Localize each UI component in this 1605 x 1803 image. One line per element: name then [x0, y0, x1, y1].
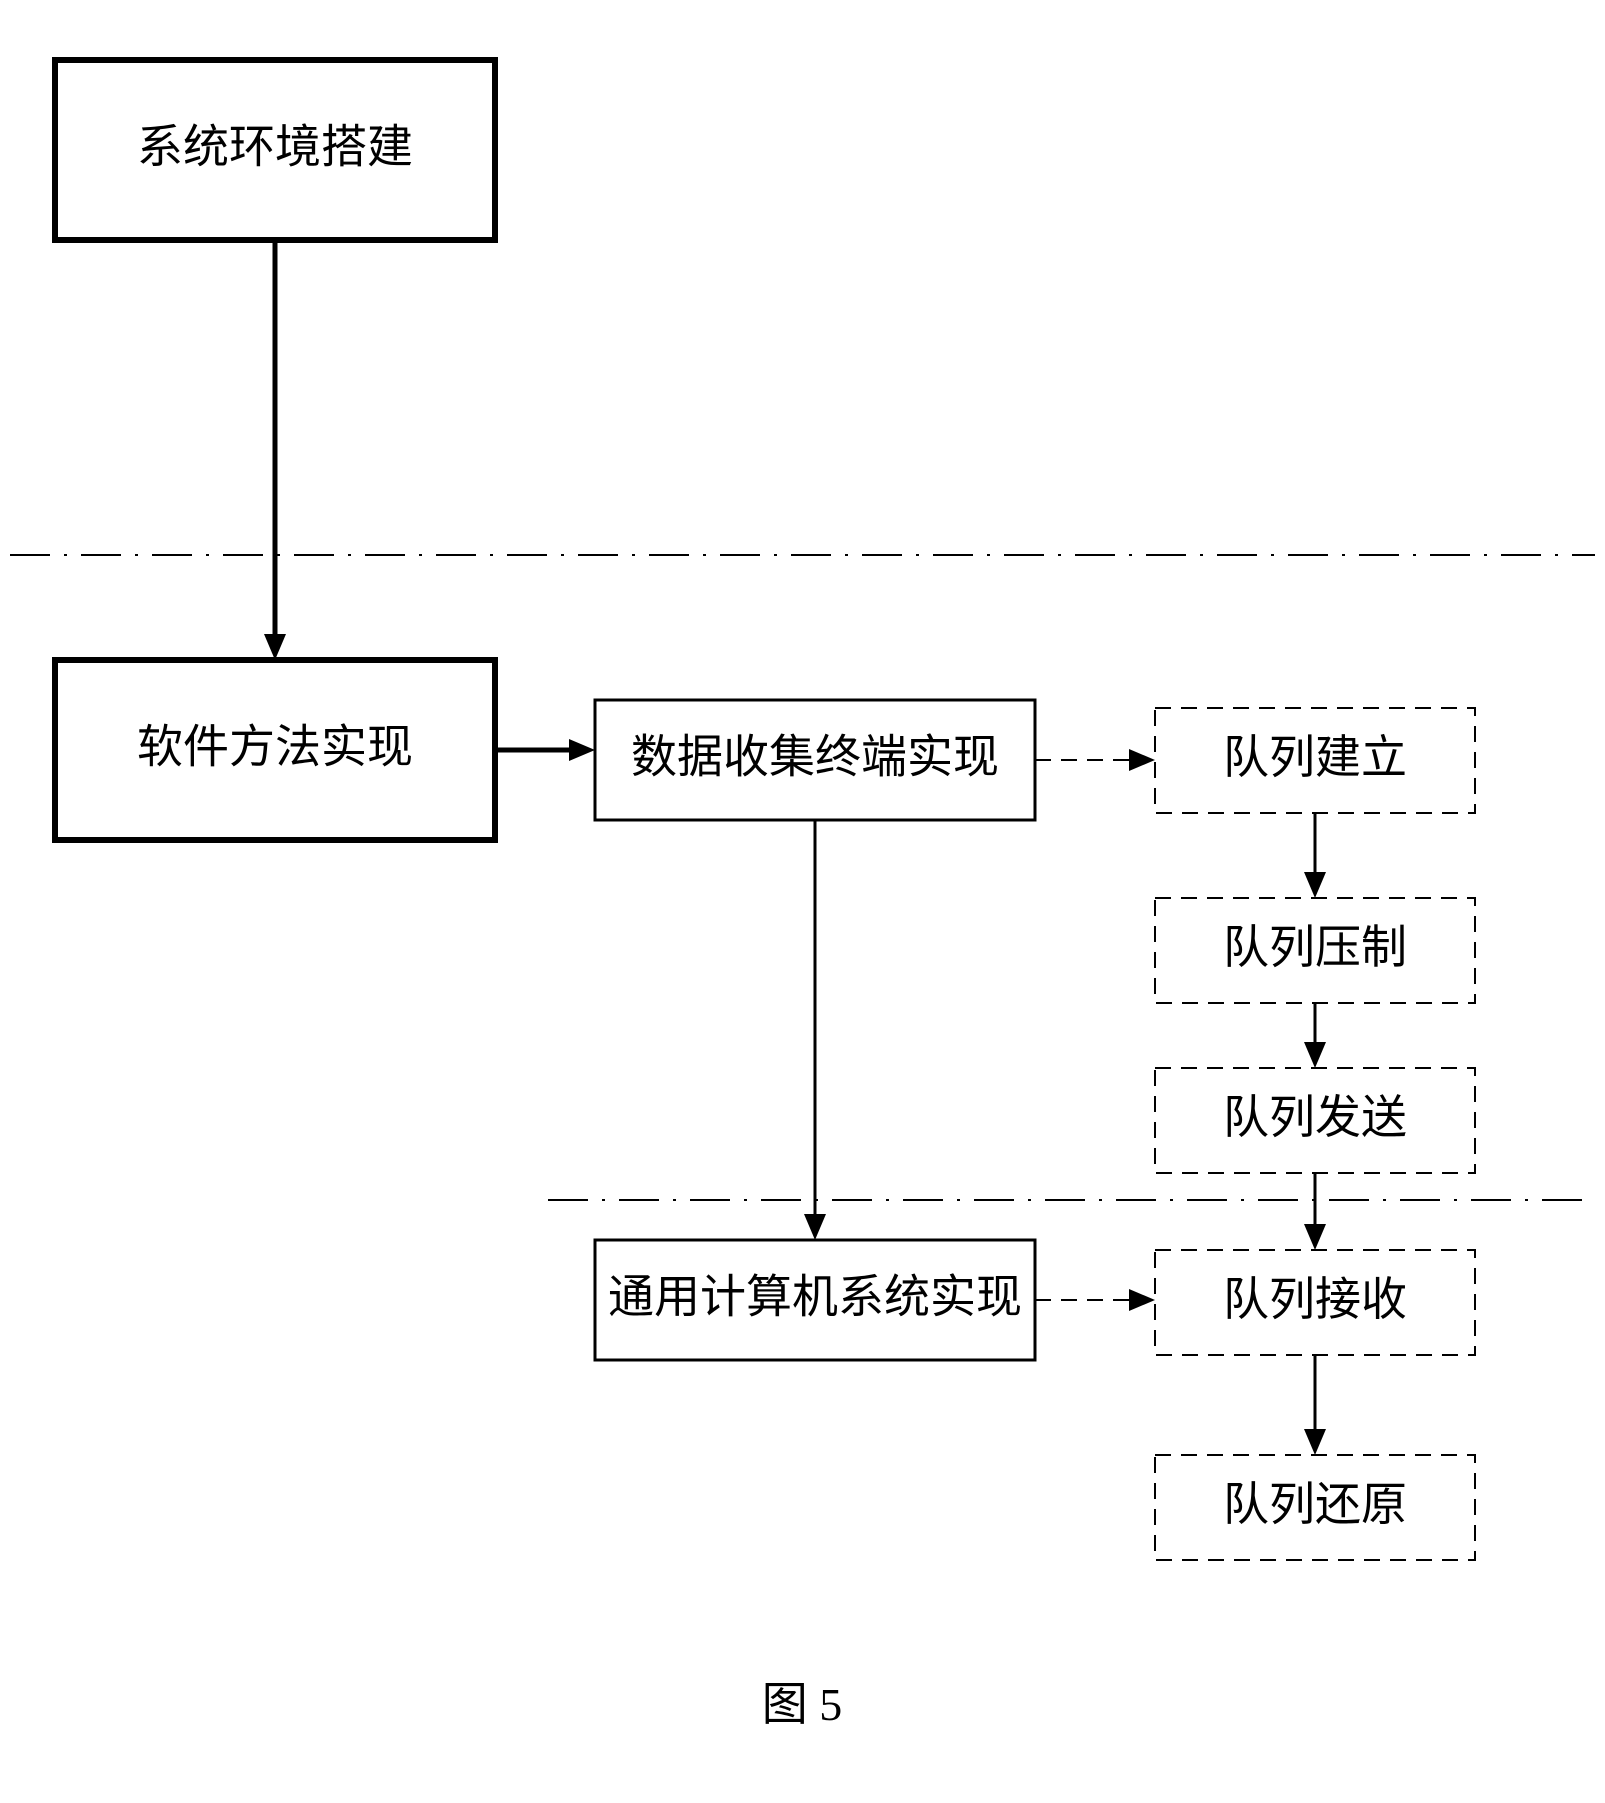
flow-node-label: 队列接收 [1223, 1274, 1407, 1325]
flow-node: 系统环境搭建 [55, 60, 495, 240]
flow-node-label: 通用计算机系统实现 [608, 1272, 1022, 1323]
flow-node: 队列压制 [1155, 898, 1475, 1003]
flow-node-label: 队列发送 [1223, 1092, 1407, 1143]
flow-node-label: 队列还原 [1223, 1479, 1407, 1530]
flow-node-label: 队列建立 [1223, 732, 1407, 783]
flow-node: 软件方法实现 [55, 660, 495, 840]
flow-node: 队列还原 [1155, 1455, 1475, 1560]
flow-node-label: 软件方法实现 [137, 722, 413, 773]
flow-node: 通用计算机系统实现 [595, 1240, 1035, 1360]
flow-node: 队列建立 [1155, 708, 1475, 813]
flow-node: 数据收集终端实现 [595, 700, 1035, 820]
flow-node-label: 队列压制 [1223, 922, 1407, 973]
flow-node-label: 系统环境搭建 [137, 122, 413, 173]
flow-node: 队列接收 [1155, 1250, 1475, 1355]
flow-node-label: 数据收集终端实现 [631, 732, 999, 783]
flow-node: 队列发送 [1155, 1068, 1475, 1173]
figure-caption: 图 5 [762, 1679, 843, 1730]
flowchart-diagram: 系统环境搭建软件方法实现 数据收集终端实现通用计算机系统实现 队列建立队列压制队列发… [0, 0, 1605, 1803]
